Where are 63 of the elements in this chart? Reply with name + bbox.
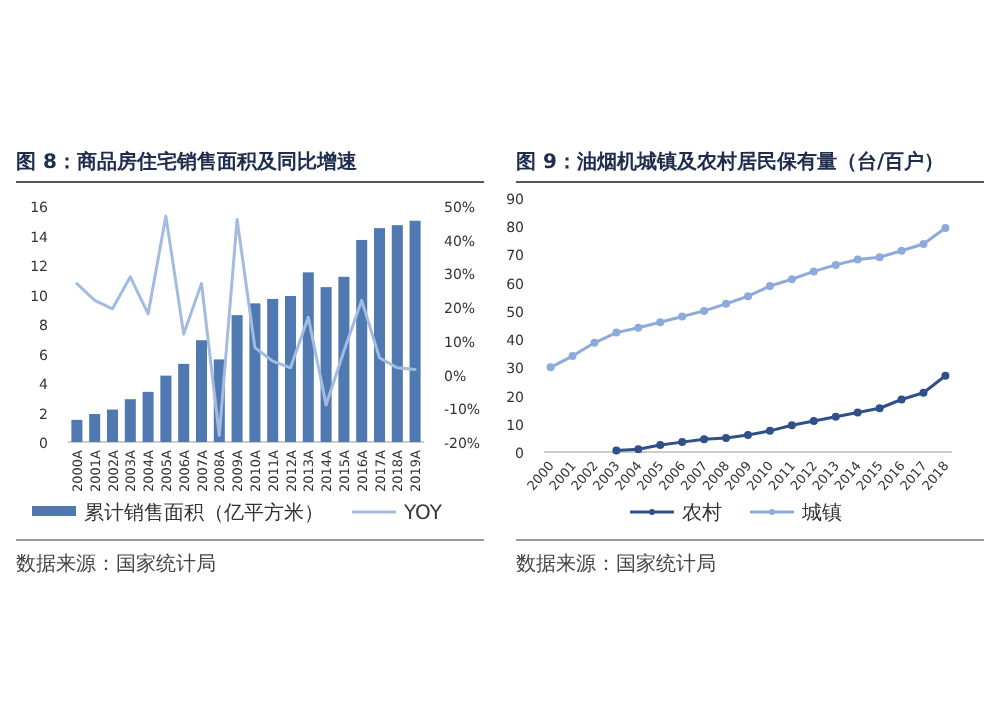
- bar: [356, 239, 368, 442]
- bar: [178, 363, 190, 442]
- point: [722, 299, 731, 308]
- point: [612, 446, 621, 455]
- chart-title: 图 8：商品房住宅销售面积及同比增速: [16, 150, 359, 174]
- source-note: 数据来源：国家统计局: [16, 552, 216, 576]
- bar: [409, 220, 421, 442]
- point: [678, 312, 687, 321]
- legend-label: 城镇: [800, 501, 842, 525]
- point: [744, 292, 752, 301]
- point: [612, 328, 621, 337]
- bar: [160, 375, 172, 442]
- point: [897, 395, 906, 404]
- point: [897, 246, 906, 255]
- point: [919, 240, 928, 248]
- bar: [267, 298, 279, 442]
- bar: [106, 409, 119, 442]
- point: [656, 440, 665, 449]
- line-series: [75, 214, 417, 437]
- point: [875, 253, 884, 262]
- point: [875, 404, 884, 413]
- point: [941, 371, 950, 380]
- point: [634, 445, 643, 454]
- bar: [302, 272, 314, 442]
- point: [765, 426, 774, 435]
- bar: [124, 399, 136, 442]
- source-note: 数据来源：国家统计局: [516, 552, 716, 576]
- bar: [249, 303, 261, 442]
- point: [656, 318, 665, 327]
- point: [787, 275, 796, 284]
- point: [941, 223, 950, 232]
- point: [546, 363, 555, 372]
- bar: [338, 276, 350, 442]
- point: [853, 255, 862, 264]
- bar: [320, 287, 332, 442]
- chart-title: 图 9：油烟机城镇及农村居民保有量（台/百户）: [516, 150, 945, 174]
- bar: [71, 419, 83, 442]
- bar: [391, 225, 403, 442]
- bar: [373, 228, 386, 442]
- point: [590, 338, 599, 347]
- point: [634, 323, 643, 332]
- point: [678, 438, 687, 447]
- point: [700, 306, 709, 315]
- point: [744, 431, 752, 440]
- legend-label: 农村: [682, 501, 722, 525]
- point: [919, 388, 928, 397]
- point: [765, 282, 774, 291]
- point: [831, 260, 840, 269]
- point: [700, 435, 709, 444]
- legend-label: 累计销售面积（亿平方米）: [84, 501, 324, 525]
- point: [853, 408, 862, 417]
- bar: [89, 413, 101, 442]
- point: [568, 352, 577, 361]
- point: [831, 412, 840, 421]
- point: [809, 416, 818, 425]
- point: [809, 267, 818, 276]
- bar: [142, 391, 154, 442]
- bar: [231, 315, 243, 442]
- bar: [195, 340, 208, 442]
- legend-label: YOY: [402, 503, 444, 525]
- bar: [284, 295, 297, 442]
- point: [722, 433, 731, 442]
- point: [787, 421, 796, 430]
